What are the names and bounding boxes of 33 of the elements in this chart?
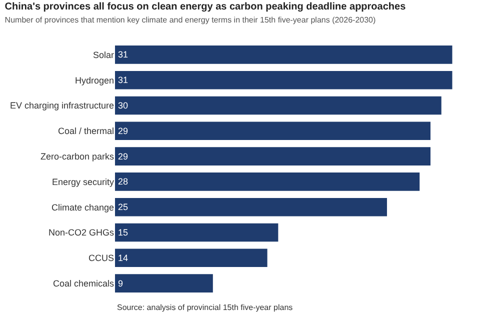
- y-tick-label: Hydrogen: [74, 75, 114, 86]
- data-label: 9: [118, 278, 124, 288]
- bar: [115, 172, 420, 191]
- bar: [115, 198, 387, 216]
- chart-subtitle: Number of provinces that mention key climate and energy terms in their 15th five-year plans (2026-2030): [4, 16, 376, 25]
- data-label: 31: [118, 75, 128, 86]
- y-tick-label: Energy security: [52, 176, 114, 187]
- data-label: 14: [118, 252, 128, 263]
- data-label: 15: [118, 228, 128, 238]
- bar: [115, 147, 430, 166]
- y-tick-label: Non-CO2 GHGs: [48, 228, 114, 238]
- source-note: Source: analysis of provincial 15th five-year plans: [117, 303, 293, 312]
- data-label: 30: [118, 100, 128, 110]
- bar: [115, 96, 442, 115]
- y-tick-label: CCUS: [88, 253, 114, 264]
- data-label: 31: [118, 50, 128, 60]
- y-tick-label: EV charging infrastructure: [10, 100, 114, 111]
- data-label: 28: [118, 176, 128, 187]
- chart-title: China's provinces all focus on clean energy as carbon peaking deadline approaches: [4, 2, 406, 13]
- y-tick-label: Coal chemicals: [52, 278, 114, 288]
- bar: [115, 248, 268, 268]
- data-label: 29: [118, 151, 128, 162]
- data-label: 25: [118, 202, 128, 212]
- y-tick-label: Zero-carbon parks: [40, 151, 114, 162]
- y-tick-label: Coal / thermal: [58, 126, 114, 136]
- bar: [115, 223, 278, 242]
- y-tick-label: Solar: [92, 50, 114, 60]
- y-tick-label: Climate change: [51, 202, 114, 212]
- bar: [115, 122, 430, 140]
- bar: [115, 274, 213, 292]
- data-label: 29: [118, 126, 128, 136]
- bar: [115, 70, 452, 90]
- bar: [115, 46, 452, 64]
